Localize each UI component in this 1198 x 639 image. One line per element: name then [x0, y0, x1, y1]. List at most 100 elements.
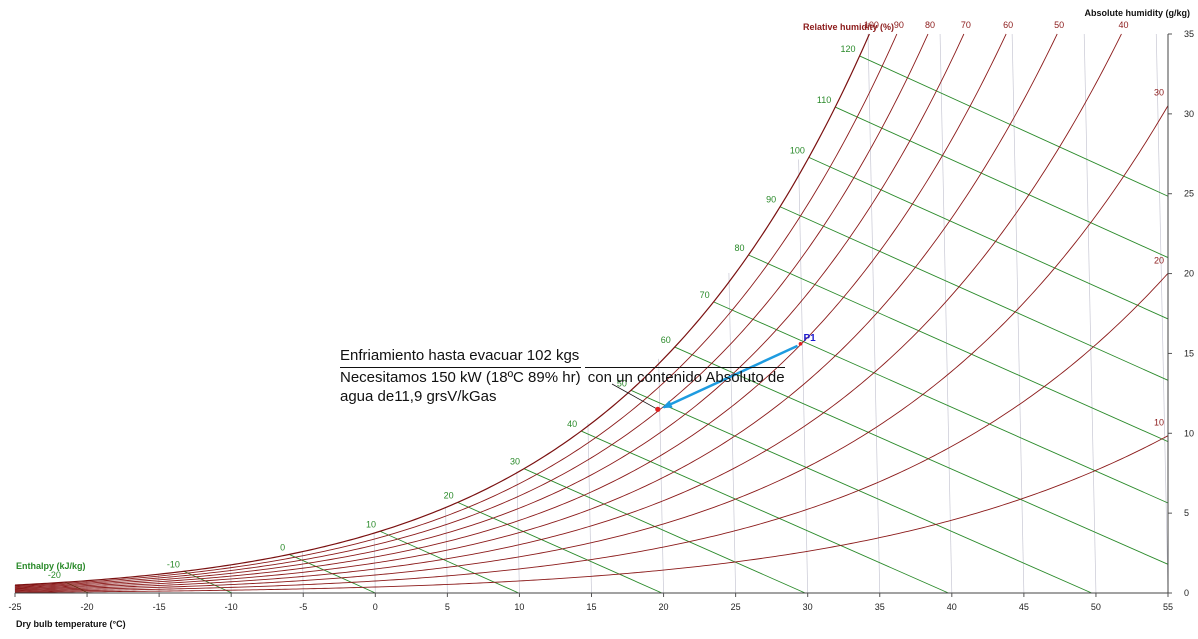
enthalpy-line	[379, 530, 519, 594]
isotherm-line	[728, 273, 736, 594]
point-p1	[798, 342, 803, 346]
x-tick-label: 40	[947, 602, 957, 612]
process-arrow	[661, 344, 799, 409]
rh-right-label: 20	[1154, 255, 1164, 265]
isotherm-line	[1083, 33, 1097, 594]
y-axis-title: Absolute humidity (g/kg)	[1085, 8, 1191, 18]
x-tick-label: -25	[8, 602, 21, 612]
y-tick-label: 20	[1184, 269, 1194, 279]
enthalpy-lines	[64, 55, 1169, 594]
enthalpy-line	[457, 501, 663, 594]
enthalpy-line	[630, 389, 1092, 594]
rh-right-label: 10	[1154, 418, 1164, 428]
x-tick-label: 15	[586, 602, 596, 612]
rh-top-label: 100	[864, 20, 879, 30]
enthalpy-label: 90	[766, 195, 776, 205]
point-target	[655, 406, 661, 412]
annotation-line-3: con un contenido Absoluto de	[584, 367, 785, 387]
enthalpy-label: 30	[510, 457, 520, 467]
enthalpy-axis-title: Enthalpy (kJ/kg)	[16, 561, 86, 571]
rh-curve	[14, 105, 1169, 592]
enthalpy-line	[859, 55, 1169, 197]
rh-top-label: 90	[894, 20, 904, 30]
isotherm-line	[658, 358, 664, 594]
rh-curve	[14, 33, 1122, 591]
rh-curve	[14, 33, 965, 588]
x-tick-label: -15	[153, 602, 166, 612]
x-tick-label: 50	[1091, 602, 1101, 612]
rh-curve	[14, 33, 1007, 589]
enthalpy-label: 70	[700, 290, 710, 300]
rh-top-label: 50	[1054, 20, 1064, 30]
x-tick-label: 45	[1019, 602, 1029, 612]
labels: 0 5 10 15 20 25 30 35 -25 -20 -15 -10 -5 0 5 10 15 20 25 30…	[8, 20, 1194, 612]
isotherm-line	[516, 471, 520, 594]
x-tick-label: 25	[731, 602, 741, 612]
rh-curve	[14, 272, 1169, 592]
enthalpy-line	[808, 156, 1169, 320]
enthalpy-line	[713, 301, 1169, 504]
isotherm-line	[587, 423, 592, 594]
y-tick-label: 30	[1184, 109, 1194, 119]
rh-axis-title: Relative humidity (%)	[803, 22, 894, 32]
annotation-leader	[611, 383, 656, 409]
y-tick-label: 35	[1184, 29, 1194, 39]
rh-top-label: 60	[1003, 20, 1013, 30]
point-p1-label: P1	[803, 333, 816, 344]
enthalpy-label: 0	[280, 542, 285, 552]
rh-right-label: 30	[1154, 88, 1164, 98]
x-tick-label: -20	[81, 602, 94, 612]
rh-top-label: 70	[961, 20, 971, 30]
y-tick-label: 25	[1184, 189, 1194, 199]
y-tick-label: 10	[1184, 428, 1194, 438]
enthalpy-label: 50	[617, 378, 627, 388]
enthalpy-label: 120	[841, 44, 856, 54]
rh-curve	[14, 33, 898, 587]
annotation-line-4: agua de11,9 grsV/kGas	[340, 388, 497, 405]
enthalpy-line	[835, 106, 1169, 259]
enthalpy-label: 110	[817, 95, 831, 105]
relative-humidity-curves	[14, 33, 1169, 593]
enthalpy-line	[779, 206, 1169, 381]
x-tick-label: 5	[445, 602, 450, 612]
isotherm-line	[798, 159, 809, 594]
enthalpy-label: 60	[661, 335, 671, 345]
x-tick-label: -5	[299, 602, 307, 612]
enthalpy-line	[523, 468, 806, 594]
rh-top-label: 40	[1118, 20, 1128, 30]
enthalpy-label: -10	[167, 559, 180, 569]
marks: P1	[611, 333, 816, 412]
y-tick-label: 5	[1184, 508, 1189, 518]
rh-curve	[14, 33, 870, 586]
axes	[14, 33, 1172, 597]
y-tick-label: 15	[1184, 348, 1194, 358]
annotation-box: Enfriamiento hasta evacuar 102 kgs Neces…	[340, 346, 785, 406]
rh-curve	[14, 33, 1058, 590]
enthalpy-line	[674, 346, 1169, 565]
x-tick-label: 30	[803, 602, 813, 612]
annotation-line-1: Enfriamiento hasta evacuar 102 kgs	[340, 347, 580, 364]
rh-curve	[14, 33, 929, 588]
enthalpy-label: 10	[366, 519, 376, 529]
annotation-line-2: Necesitamos 150 kW (18ºC 89% hr)	[340, 367, 581, 386]
enthalpy-label: 80	[734, 243, 744, 253]
enthalpy-label: 100	[790, 145, 805, 155]
x-tick-label: 10	[514, 602, 524, 612]
x-tick-label: 35	[875, 602, 885, 612]
isotherm-line	[867, 33, 881, 594]
grid-layer	[14, 33, 1169, 594]
x-tick-label: 20	[659, 602, 669, 612]
enthalpy-line	[748, 254, 1169, 443]
rh-curve	[14, 435, 1169, 593]
isotherm-line	[939, 33, 953, 594]
enthalpy-label: -20	[48, 570, 61, 580]
rh-top-label: 80	[925, 20, 935, 30]
x-tick-label: -10	[225, 602, 238, 612]
enthalpy-label: 40	[567, 419, 577, 429]
isotherm-line	[1155, 33, 1169, 594]
x-tick-label: 55	[1163, 602, 1173, 612]
y-tick-label: 0	[1184, 588, 1189, 598]
x-axis-title: Dry bulb temperature (°C)	[16, 619, 126, 629]
x-tick-label: 0	[373, 602, 378, 612]
